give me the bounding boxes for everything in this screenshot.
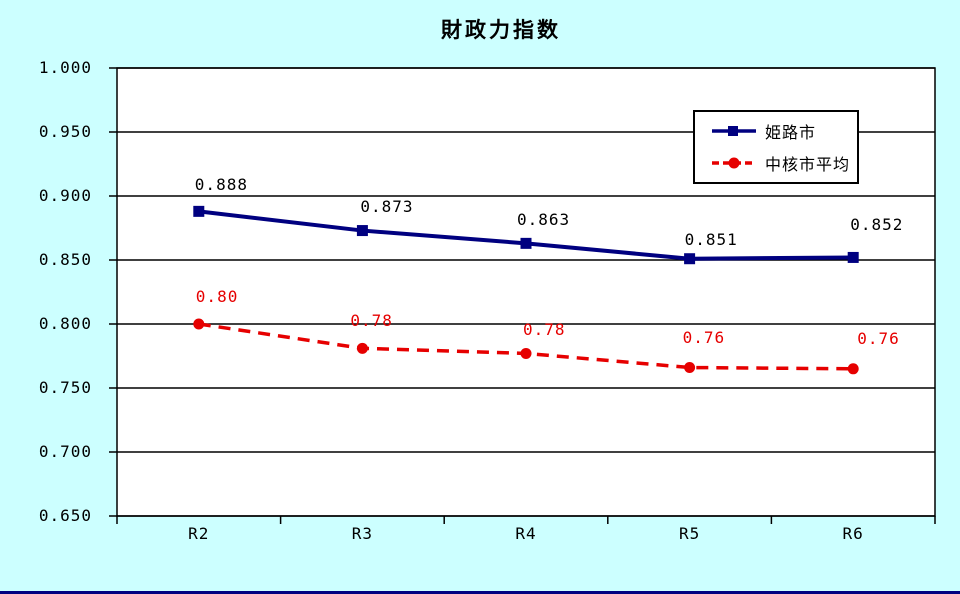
chart-bottom-edge xyxy=(0,591,960,594)
square-marker xyxy=(684,253,696,265)
circle-marker xyxy=(193,318,205,330)
legend-label: 中核市平均 xyxy=(765,154,851,174)
legend-sample-chukaku xyxy=(712,157,756,169)
square-marker xyxy=(847,251,859,263)
legend-circle-marker-icon xyxy=(728,157,740,169)
legend-square-marker-icon xyxy=(728,126,738,137)
chart-title: 財政力指数 xyxy=(441,18,561,42)
legend-label: 姫路市 xyxy=(765,123,817,143)
square-marker xyxy=(520,237,532,249)
circle-marker xyxy=(847,363,859,375)
legend: 姫路市 中核市平均 xyxy=(693,110,859,184)
circle-marker xyxy=(520,347,532,359)
legend-sample-himeji xyxy=(712,126,756,137)
circle-marker xyxy=(684,362,696,374)
square-marker xyxy=(356,225,368,237)
legend-item-chukaku: 中核市平均 xyxy=(711,151,857,175)
square-marker xyxy=(193,205,205,217)
legend-item-himeji: 姫路市 xyxy=(711,119,857,143)
circle-marker xyxy=(356,342,368,354)
